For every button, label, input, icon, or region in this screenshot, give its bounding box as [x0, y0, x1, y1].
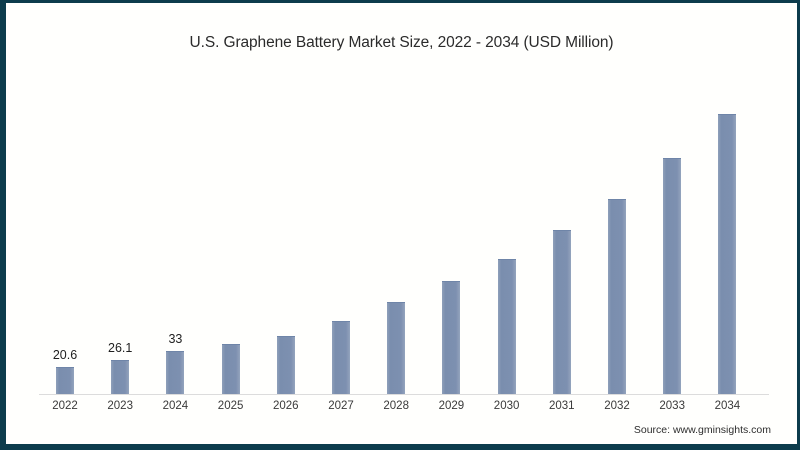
x-tick-label-2026: 2026 [273, 400, 299, 412]
x-tick-label-2023: 2023 [107, 400, 133, 412]
bar-value-label-2023: 26.1 [108, 340, 133, 355]
bar-2024[interactable] [166, 350, 185, 394]
x-tick-label-2030: 2030 [493, 400, 520, 412]
bar-value-label-2022: 20.6 [52, 348, 78, 362]
x-tick-label-2022: 2022 [52, 400, 78, 412]
x-tick-label-2031: 2031 [549, 400, 575, 412]
x-tick-label-2024: 2024 [162, 400, 189, 412]
bar-2025[interactable] [221, 344, 240, 394]
x-tick-label-2029: 2029 [438, 400, 465, 412]
bar-2033[interactable] [663, 158, 682, 394]
bar-2029[interactable] [442, 281, 461, 394]
bar-2031[interactable] [552, 230, 571, 394]
bar-2023[interactable] [111, 359, 130, 394]
bar-2032[interactable] [608, 198, 626, 394]
x-tick-label-2032: 2032 [604, 400, 630, 412]
x-tick-label-2033: 2033 [659, 400, 685, 412]
x-tick-label-2025: 2025 [217, 400, 244, 412]
chart-canvas: U.S. Graphene Battery Market Size, 2022 … [6, 3, 797, 444]
chart-title: U.S. Graphene Battery Market Size, 2022 … [189, 34, 614, 51]
bar-chart-plot: 20.6 2022 26.1 2023 33 2024 2025 2026 2027 2028 20… [6, 3, 797, 444]
bar-value-label-2024: 33 [168, 331, 183, 346]
x-tick-label-2027: 2027 [328, 400, 354, 412]
source-attribution: Source: www.gminsights.com [633, 424, 771, 436]
bar-2027[interactable] [332, 320, 350, 394]
bar-2026[interactable] [276, 336, 295, 394]
bar-2034[interactable] [718, 113, 737, 394]
x-tick-label-2028: 2028 [383, 400, 409, 412]
x-tick-label-2034: 2034 [714, 400, 741, 412]
x-axis-line [39, 394, 769, 395]
bar-2030[interactable] [497, 259, 516, 394]
bar-2022[interactable] [56, 367, 74, 394]
bar-2028[interactable] [387, 302, 406, 394]
